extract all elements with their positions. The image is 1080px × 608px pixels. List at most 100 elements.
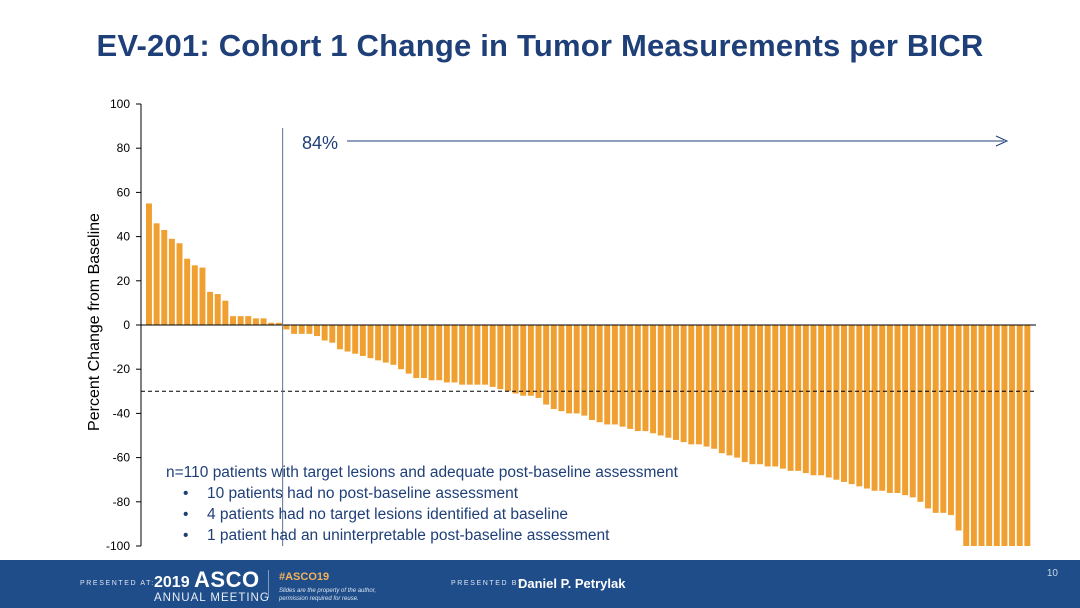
bar	[352, 325, 359, 354]
notes-bullet: • 1 patient had an uninterpretable post-…	[166, 525, 678, 546]
hashtag: #ASCO19	[279, 571, 330, 583]
asco-logo: 2019 ASCO ANNUAL MEETING	[154, 567, 269, 604]
bar	[993, 325, 1000, 546]
bar	[314, 325, 320, 337]
bar	[222, 300, 229, 325]
bar	[611, 325, 618, 425]
y-tick-label: -60	[113, 451, 131, 465]
notes-box: n=110 patients with target lesions and a…	[166, 462, 678, 546]
bar	[527, 325, 534, 396]
bar	[207, 291, 214, 325]
bar	[940, 325, 947, 513]
bar	[894, 325, 901, 493]
bar	[199, 267, 206, 325]
bar	[810, 325, 817, 476]
bar	[436, 325, 443, 381]
bar	[657, 325, 664, 436]
bar	[925, 325, 932, 509]
bar	[726, 325, 733, 456]
bar	[329, 325, 336, 343]
bar	[573, 325, 580, 414]
bar	[535, 325, 542, 398]
y-tick-label: -80	[113, 495, 131, 509]
bar	[818, 325, 825, 476]
bar	[589, 325, 595, 421]
bar	[321, 325, 328, 341]
bar	[168, 238, 175, 325]
arrow-head-icon	[995, 135, 1009, 147]
bar	[359, 325, 366, 356]
bar	[1009, 325, 1016, 546]
slide-title: EV-201: Cohort 1 Change in Tumor Measure…	[96, 28, 984, 63]
y-tick-label: -40	[113, 406, 131, 420]
notes-bullet: • 4 patients had no target lesions ident…	[166, 504, 678, 525]
bar	[558, 325, 565, 412]
axis-layer: 100 80 60 40 20 0 -20 -40 -60 -80 -100 Percent Chan…	[86, 97, 1036, 553]
bar	[886, 325, 893, 493]
bar	[970, 325, 977, 546]
disclaimer: Slides are the property of the author, p…	[279, 588, 377, 602]
bar	[604, 325, 611, 425]
bullet-dot: •	[183, 527, 189, 544]
bar	[459, 325, 466, 385]
bullet-dot: •	[183, 506, 189, 523]
bar	[963, 325, 970, 546]
bar	[497, 325, 504, 390]
bar	[344, 325, 351, 352]
bar	[650, 325, 657, 434]
bar	[665, 325, 672, 438]
bar	[191, 265, 198, 325]
bar	[367, 325, 374, 359]
page-number: 10	[1046, 568, 1058, 579]
bar	[634, 325, 641, 432]
bar	[489, 325, 496, 387]
bar	[802, 325, 809, 474]
bar	[581, 325, 588, 416]
bar	[291, 325, 298, 334]
y-tick-label: 80	[117, 141, 131, 155]
bar	[275, 322, 282, 325]
bar	[283, 325, 290, 330]
bar	[146, 203, 152, 325]
bar	[695, 325, 702, 445]
bar	[978, 325, 985, 546]
notes-bullet-text: 10 patients had no post-baseline assessm…	[207, 485, 519, 502]
notes-bullet-text: 4 patients had no target lesions identif…	[207, 506, 569, 523]
bar	[787, 325, 794, 471]
presenter-name: Daniel P. Petrylak	[518, 576, 626, 591]
bar	[642, 325, 649, 432]
bar	[619, 325, 626, 427]
bar	[688, 325, 695, 445]
bar	[451, 325, 458, 383]
bar	[520, 325, 527, 396]
meeting-brand: ASCO	[194, 567, 260, 592]
bar	[482, 325, 489, 385]
footer-bar: PRESENTED AT: 2019 ASCO ANNUAL MEETING #…	[0, 560, 1080, 608]
meeting-year: 2019	[154, 574, 190, 591]
bar	[718, 325, 725, 454]
bar	[413, 325, 420, 379]
bar	[268, 322, 275, 325]
bar	[566, 325, 573, 414]
bar	[230, 316, 236, 325]
bar	[153, 223, 160, 325]
footer-divider	[268, 570, 269, 598]
notes-bullet-text: 1 patient had an uninterpretable post-ba…	[207, 527, 610, 544]
bar	[680, 325, 687, 443]
bar	[955, 325, 962, 531]
bar	[703, 325, 710, 447]
bar	[673, 325, 679, 440]
bar	[764, 325, 771, 467]
bar	[466, 325, 473, 385]
notes-headline: n=110 patients with target lesions and a…	[166, 464, 678, 481]
bar	[932, 325, 939, 513]
presented-by-label: PRESENTED BY:	[451, 580, 528, 587]
bar	[749, 325, 756, 465]
bar	[214, 294, 221, 325]
bar	[382, 325, 389, 363]
bar	[741, 325, 748, 463]
bar	[443, 325, 450, 383]
notes-bullet: • 10 patients had no post-baseline asses…	[166, 483, 678, 504]
bar	[986, 325, 993, 546]
meeting-sub: ANNUAL MEETING	[154, 592, 270, 604]
